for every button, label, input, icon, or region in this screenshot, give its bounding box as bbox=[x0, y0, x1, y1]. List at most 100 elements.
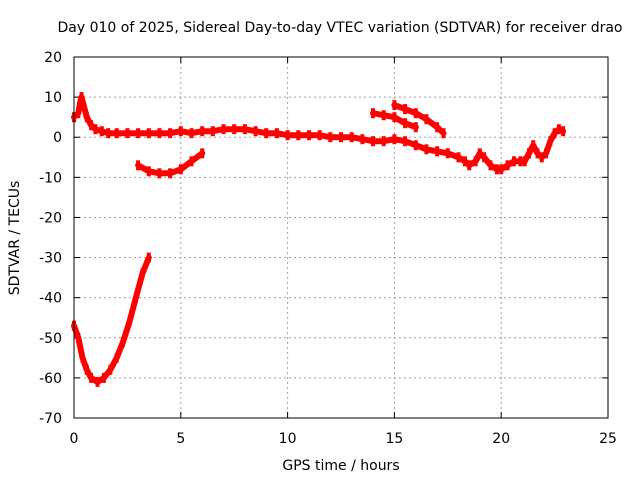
series-arc-15-to-17.5 bbox=[391, 100, 447, 139]
data-point bbox=[424, 114, 429, 125]
x-axis-label: GPS time / hours bbox=[282, 458, 399, 474]
data-point bbox=[136, 128, 141, 139]
y-tick-label: -50 bbox=[39, 331, 62, 347]
data-point bbox=[242, 124, 247, 135]
data-point bbox=[482, 152, 487, 163]
data-point bbox=[253, 126, 258, 137]
data-point bbox=[539, 152, 544, 163]
series-main-arc bbox=[71, 92, 567, 175]
series-arc-14-to-17 bbox=[370, 108, 419, 133]
data-point bbox=[435, 122, 440, 133]
data-point bbox=[221, 124, 226, 135]
x-tick-label: 15 bbox=[385, 431, 403, 447]
y-tick-label: 10 bbox=[44, 90, 62, 106]
data-point bbox=[146, 128, 151, 139]
data-point bbox=[360, 134, 365, 145]
y-tick-label: -10 bbox=[39, 170, 62, 186]
data-point bbox=[381, 136, 386, 147]
data-point bbox=[339, 132, 343, 143]
axis-ticks: 0 5 10 15 20 25 20 10 0 -10 -20 -30 -40 -50 -60 -70 bbox=[39, 50, 617, 447]
data-point bbox=[403, 104, 408, 115]
data-point bbox=[456, 152, 461, 163]
data-point bbox=[518, 156, 523, 167]
data-point bbox=[531, 140, 536, 151]
y-tick-label: 20 bbox=[44, 50, 62, 66]
y-tick-label: -60 bbox=[39, 371, 62, 387]
data-point bbox=[403, 118, 408, 129]
data-point bbox=[317, 130, 322, 141]
data-point bbox=[146, 166, 151, 177]
data-point bbox=[81, 100, 86, 111]
data-point bbox=[189, 128, 194, 139]
data-point bbox=[127, 316, 132, 327]
data-point bbox=[76, 332, 81, 343]
data-point bbox=[544, 148, 549, 159]
data-point bbox=[121, 336, 126, 347]
data-point bbox=[445, 148, 450, 159]
data-point bbox=[274, 128, 279, 139]
data-point bbox=[114, 128, 119, 139]
series-line bbox=[71, 94, 567, 173]
data-point bbox=[548, 136, 553, 147]
data-point bbox=[84, 364, 89, 375]
data-point bbox=[435, 146, 440, 157]
data-point bbox=[424, 144, 429, 155]
data-point bbox=[413, 140, 418, 151]
data-point bbox=[101, 372, 106, 383]
data-point bbox=[552, 128, 557, 139]
y-tick-label: 0 bbox=[53, 130, 62, 146]
data-point bbox=[89, 120, 94, 131]
data-point bbox=[296, 130, 301, 141]
data-point bbox=[535, 148, 540, 159]
data-point bbox=[79, 92, 84, 103]
y-tick-label: -30 bbox=[39, 251, 62, 267]
data-point bbox=[125, 128, 130, 139]
data-point bbox=[413, 108, 418, 119]
y-tick-label: -70 bbox=[39, 411, 62, 427]
series-deep-arc bbox=[71, 252, 152, 387]
data-point bbox=[477, 148, 482, 159]
data-point bbox=[403, 136, 408, 147]
x-tick-label: 20 bbox=[492, 431, 510, 447]
data-point bbox=[76, 108, 81, 119]
data-point bbox=[133, 292, 138, 303]
data-point bbox=[285, 130, 290, 141]
data-point bbox=[178, 164, 183, 175]
data-point bbox=[136, 160, 141, 171]
data-point bbox=[178, 126, 183, 137]
data-series bbox=[71, 92, 567, 387]
data-point bbox=[189, 156, 194, 167]
x-tick-label: 10 bbox=[279, 431, 297, 447]
data-point bbox=[140, 268, 145, 279]
data-point bbox=[488, 160, 493, 171]
plot-frame bbox=[73, 56, 609, 419]
data-point bbox=[84, 112, 89, 123]
data-point bbox=[328, 132, 333, 143]
data-point bbox=[99, 126, 104, 137]
data-point bbox=[494, 164, 499, 175]
data-point bbox=[168, 168, 173, 179]
data-point bbox=[522, 156, 527, 167]
data-point bbox=[210, 126, 215, 137]
data-point bbox=[371, 136, 375, 147]
data-point bbox=[200, 126, 205, 137]
data-point bbox=[499, 164, 504, 175]
data-point bbox=[527, 148, 531, 159]
data-point bbox=[146, 252, 151, 263]
data-point bbox=[381, 110, 386, 121]
data-point bbox=[561, 126, 566, 137]
grid bbox=[74, 57, 608, 418]
data-point bbox=[462, 156, 467, 167]
data-point bbox=[467, 160, 472, 171]
series-line bbox=[71, 254, 152, 385]
data-point bbox=[392, 112, 397, 123]
x-tick-label: 5 bbox=[176, 431, 185, 447]
data-point bbox=[413, 122, 418, 133]
data-point bbox=[200, 148, 205, 159]
data-point bbox=[108, 364, 113, 375]
x-tick-label: 0 bbox=[70, 431, 79, 447]
data-point bbox=[114, 352, 119, 363]
chart-title: Day 010 of 2025, Sidereal Day-to-day VTE… bbox=[57, 20, 622, 36]
data-point bbox=[232, 124, 237, 135]
